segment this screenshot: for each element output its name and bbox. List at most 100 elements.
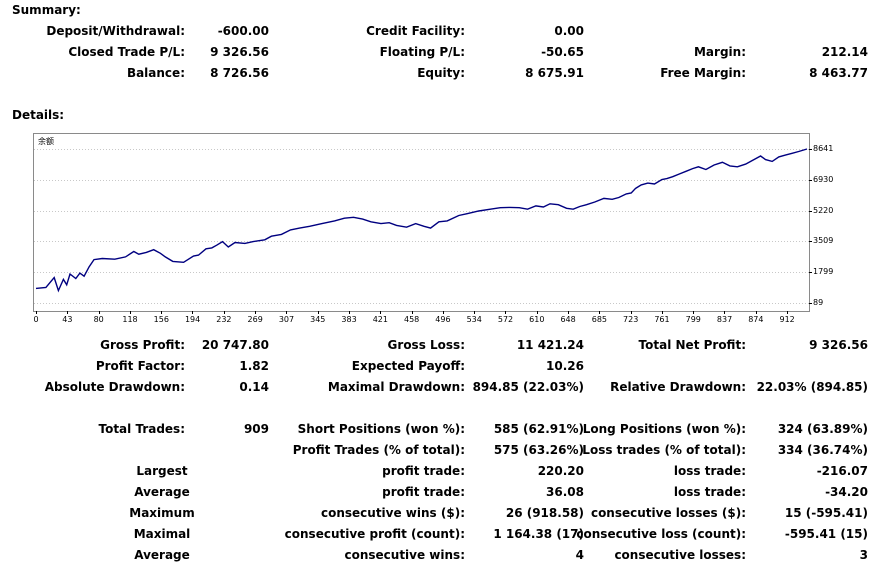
x-tick-mark [662, 311, 663, 314]
x-tick-mark [36, 311, 37, 314]
x-tick-label: 232 [216, 315, 232, 324]
short-positions-value: 585 (62.91%) [493, 422, 584, 436]
x-tick-mark [787, 311, 788, 314]
absolute-drawdown-label: Absolute Drawdown: [44, 380, 185, 394]
y-tick-mark [809, 272, 812, 273]
x-tick-mark [505, 311, 506, 314]
y-tick-mark [809, 241, 812, 242]
largest-loss-trade-label: loss trade: [673, 464, 746, 478]
balance-series-line [35, 148, 808, 293]
y-tick-mark [809, 211, 812, 212]
y-tick-mark [809, 149, 812, 150]
x-tick-label: 572 [497, 315, 514, 324]
x-tick-label: 534 [466, 315, 482, 324]
y-tick-label: 1799 [813, 267, 834, 277]
average-consecutive-label: Average [134, 548, 190, 562]
x-tick-label: 912 [779, 315, 795, 324]
x-tick-mark [443, 311, 444, 314]
x-tick-mark [599, 311, 600, 314]
x-tick-label: 685 [591, 315, 608, 324]
maximal-consecutive-profit-value: 1 164.38 (17) [493, 527, 584, 541]
average-profit-trade-value: 36.08 [546, 485, 584, 499]
x-tick-label: 648 [560, 315, 576, 324]
x-tick-label: 496 [435, 315, 451, 324]
x-tick-label: 799 [685, 315, 701, 324]
x-tick-mark [568, 311, 569, 314]
max-consecutive-losses-value: 15 (-595.41) [784, 506, 868, 520]
x-tick-label: 307 [278, 315, 295, 324]
y-tick-mark [809, 180, 812, 181]
loss-trades-label: Loss trades (% of total): [582, 443, 746, 457]
gross-loss-value: 11 421.24 [516, 338, 584, 352]
floating-pl-value: -50.65 [541, 45, 584, 59]
maximal-label: Maximal [133, 527, 191, 541]
average-consecutive-wins-value: 4 [575, 548, 584, 562]
largest-profit-trade-label: profit trade: [382, 464, 465, 478]
maximal-drawdown-label: Maximal Drawdown: [327, 380, 465, 394]
balance-label: Balance: [126, 66, 185, 80]
average-label: Average [134, 485, 190, 499]
x-tick-label: 458 [404, 315, 420, 324]
equity-label: Equity: [417, 66, 465, 80]
x-tick-mark [474, 311, 475, 314]
maximal-drawdown-value: 894.85 (22.03%) [472, 380, 584, 394]
relative-drawdown-label: Relative Drawdown: [610, 380, 746, 394]
absolute-drawdown-value: 0.14 [239, 380, 269, 394]
maximal-consecutive-profit-label: consecutive profit (count): [284, 527, 465, 541]
profit-factor-value: 1.82 [239, 359, 269, 373]
long-positions-label: Long Positions (won %): [582, 422, 746, 436]
x-tick-mark [99, 311, 100, 314]
average-consecutive-wins-label: consecutive wins: [344, 548, 465, 562]
maximal-consecutive-loss-value: -595.41 (15) [784, 527, 868, 541]
x-tick-mark [412, 311, 413, 314]
average-profit-trade-label: profit trade: [382, 485, 465, 499]
maximal-consecutive-loss-label: consecutive loss (count): [576, 527, 746, 541]
average-loss-trade-label: loss trade: [673, 485, 746, 499]
max-consecutive-wins-value: 26 (918.58) [505, 506, 584, 520]
profit-trades-value: 575 (63.26%) [493, 443, 584, 457]
margin-label: Margin: [693, 45, 746, 59]
balance-chart: 余额 [33, 133, 810, 312]
total-trades-label: Total Trades: [98, 422, 185, 436]
average-consecutive-losses-value: 3 [859, 548, 868, 562]
largest-profit-trade-value: 220.20 [537, 464, 584, 478]
max-consecutive-losses-label: consecutive losses ($): [590, 506, 746, 520]
average-consecutive-losses-label: consecutive losses: [614, 548, 746, 562]
x-tick-label: 383 [341, 315, 357, 324]
y-tick-label: 5220 [813, 205, 834, 215]
max-consecutive-wins-label: consecutive wins ($): [320, 506, 465, 520]
x-tick-label: 156 [153, 315, 169, 324]
x-tick-mark [224, 311, 225, 314]
long-positions-value: 324 (63.89%) [777, 422, 868, 436]
largest-label: Largest [136, 464, 188, 478]
x-tick-mark [67, 311, 68, 314]
x-tick-mark [380, 311, 381, 314]
x-tick-label: 761 [654, 315, 670, 324]
x-tick-mark [724, 311, 725, 314]
y-tick-label: 8641 [813, 144, 834, 153]
x-tick-mark [693, 311, 694, 314]
y-tick-label: 3509 [813, 236, 834, 246]
y-tick-label: 89 [813, 298, 824, 307]
loss-trades-value: 334 (36.74%) [777, 443, 868, 457]
x-tick-label: 80 [93, 315, 104, 324]
equity-value: 8 675.91 [525, 66, 584, 80]
closed-trade-pl-label: Closed Trade P/L: [68, 45, 185, 59]
free-margin-value: 8 463.77 [809, 66, 868, 80]
free-margin-label: Free Margin: [660, 66, 746, 80]
short-positions-label: Short Positions (won %): [297, 422, 465, 436]
x-tick-mark [161, 311, 162, 314]
x-tick-label: 269 [247, 315, 263, 324]
x-tick-mark [537, 311, 538, 314]
floating-pl-label: Floating P/L: [379, 45, 465, 59]
summary-heading: Summary: [12, 3, 81, 17]
x-tick-label: 0 [33, 315, 39, 324]
credit-facility-label: Credit Facility: [366, 24, 465, 38]
balance-value: 8 726.56 [210, 66, 269, 80]
gross-loss-label: Gross Loss: [387, 338, 465, 352]
details-heading: Details: [12, 108, 65, 122]
x-tick-mark [192, 311, 193, 314]
x-tick-mark [130, 311, 131, 314]
chart-legend-label: 余额 [38, 136, 54, 146]
expected-payoff-value: 10.26 [546, 359, 584, 373]
